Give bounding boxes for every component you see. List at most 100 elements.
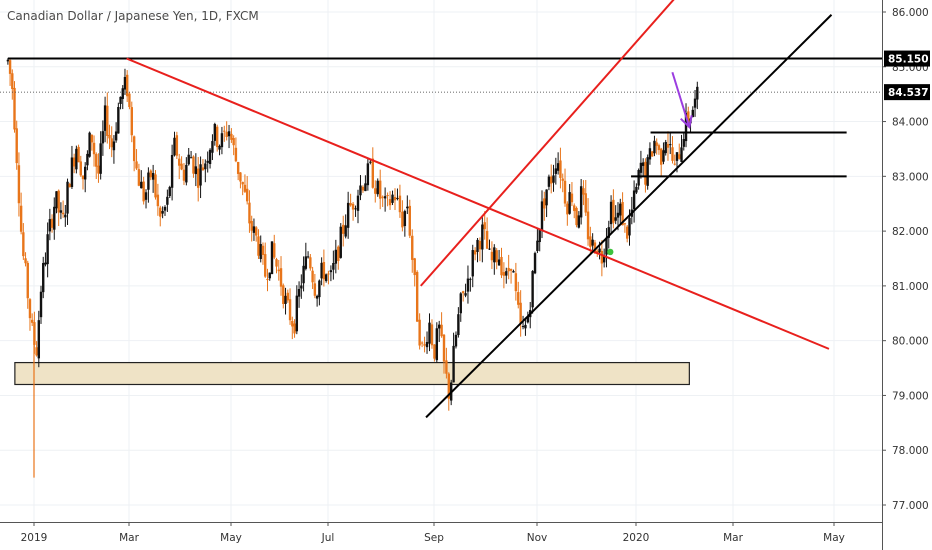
- candle-body: [161, 210, 164, 214]
- candle-body: [279, 268, 283, 287]
- candle-body: [166, 196, 169, 205]
- candle-body: [268, 272, 271, 279]
- candle-body: [589, 236, 592, 247]
- candle-body: [540, 201, 544, 231]
- candle-body: [485, 230, 489, 249]
- candle-body: [386, 195, 389, 197]
- candle-body: [481, 224, 484, 250]
- candle-body: [609, 201, 613, 225]
- candle-body: [680, 147, 683, 162]
- candle-body: [213, 123, 217, 141]
- candle-body: [561, 178, 564, 181]
- candle-body: [591, 239, 594, 246]
- candle-body: [533, 253, 537, 274]
- candle-body: [147, 172, 150, 190]
- candle-body: [302, 265, 305, 284]
- time-tick-label: 2020: [623, 532, 650, 544]
- candle-body: [376, 180, 379, 195]
- candle-body: [490, 251, 494, 261]
- price-axis[interactable]: 86.00085.00084.00083.00082.00081.00080.0…: [882, 0, 932, 550]
- candle-body: [346, 202, 350, 228]
- candle-body: [691, 109, 694, 118]
- candle-body: [648, 148, 652, 160]
- candle-body: [132, 136, 136, 162]
- candle-body: [657, 145, 661, 151]
- candle-body: [563, 180, 567, 204]
- candle-body: [669, 144, 672, 146]
- candle-body: [264, 254, 267, 277]
- candle-body: [579, 186, 583, 218]
- support-zone-rect: [14, 361, 690, 386]
- candle-body: [559, 160, 562, 178]
- candle-body: [602, 255, 606, 263]
- candle-body: [435, 328, 439, 361]
- candle-body: [575, 207, 578, 226]
- candle-body: [61, 212, 65, 215]
- time-axis[interactable]: 2019 Mar May Jul Sep Nov 2020 Mar May: [0, 522, 882, 550]
- candle-body: [81, 175, 85, 180]
- candle-body: [37, 320, 41, 359]
- candle-body: [337, 246, 340, 262]
- candle-body: [121, 88, 124, 99]
- candle-body: [391, 194, 394, 203]
- price-tick-label: 84.000: [892, 117, 929, 129]
- candle-body: [619, 203, 622, 216]
- candle-body: [142, 181, 145, 202]
- time-tick-label: Jul: [321, 532, 335, 544]
- candle-body: [277, 269, 280, 272]
- candle-body: [568, 192, 571, 214]
- candle-body: [497, 259, 501, 266]
- candle-body: [552, 175, 555, 183]
- last-price-tag: 84.537: [888, 87, 929, 99]
- time-tick-label: Nov: [527, 532, 548, 544]
- candle-body: [514, 273, 518, 292]
- candle-body: [566, 203, 569, 215]
- candle-body: [675, 152, 679, 161]
- candle-body: [239, 172, 242, 182]
- candle-body: [84, 166, 87, 180]
- purple-arrow-head: [680, 115, 693, 130]
- candle-body: [570, 193, 574, 203]
- candle-body: [44, 262, 47, 265]
- candle-body: [573, 205, 576, 212]
- candle-body: [605, 237, 608, 255]
- price-tick-label: 79.000: [892, 390, 929, 402]
- candle-body: [220, 133, 224, 148]
- horizontal-levels: [7, 57, 882, 178]
- candle-body: [255, 227, 258, 236]
- candle-body: [108, 134, 111, 139]
- candle-body: [79, 161, 82, 176]
- candlestick-series: [0, 58, 882, 478]
- candle-body: [483, 222, 486, 230]
- candle-body: [646, 157, 649, 186]
- candle-body: [454, 334, 458, 347]
- candle-body: [182, 169, 186, 181]
- candle-body: [388, 199, 392, 206]
- candle-body: [106, 105, 109, 136]
- candle-body: [521, 326, 525, 328]
- candle-body: [151, 172, 155, 180]
- candle-body: [398, 195, 402, 213]
- candle-body: [342, 224, 345, 234]
- candle-body: [72, 157, 76, 167]
- candle-body: [144, 192, 148, 200]
- candle-body: [433, 344, 436, 359]
- candle-body: [464, 293, 467, 296]
- candle-body: [327, 273, 330, 275]
- candle-body: [300, 285, 303, 289]
- candle-body: [682, 139, 685, 147]
- candle-body: [428, 322, 431, 344]
- candle-body: [185, 164, 188, 183]
- candle-body: [653, 140, 656, 154]
- candle-body: [425, 341, 429, 348]
- candle-body: [420, 342, 424, 344]
- candle-body: [457, 314, 460, 336]
- chart-markers: [607, 71, 693, 256]
- candle-body: [234, 147, 238, 162]
- candle-body: [223, 130, 226, 132]
- candle-body: [112, 141, 116, 151]
- candle-body: [635, 186, 638, 193]
- candle-body: [275, 259, 278, 267]
- candle-body: [288, 299, 292, 321]
